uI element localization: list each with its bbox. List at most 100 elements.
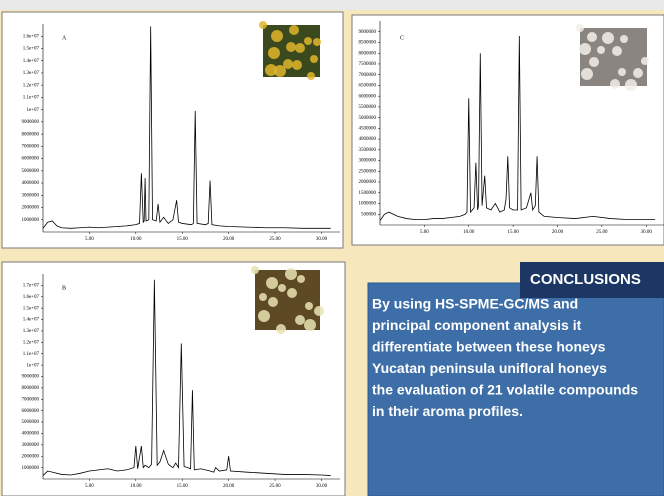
conclusion-line: principal component analysis it xyxy=(372,317,582,333)
y-tick-label: 4500000 xyxy=(359,127,377,132)
y-tick-label: 3000000 xyxy=(22,193,40,198)
y-tick-label: 6500000 xyxy=(359,84,377,89)
photo-flower xyxy=(307,72,315,80)
conclusion-box xyxy=(367,282,664,496)
photo-flower xyxy=(305,302,313,310)
x-tick-label: 25.00 xyxy=(269,484,281,489)
photo-flower xyxy=(287,288,297,298)
y-tick-label: 3000000 xyxy=(359,159,377,164)
photo-flower xyxy=(295,43,305,53)
y-tick-label: 9000000 xyxy=(22,120,40,125)
conclusion-line: By using HS-SPME-GC/MS and xyxy=(372,296,578,312)
y-tick-label: 1.5e+07 xyxy=(23,47,40,52)
y-tick-label: 5500000 xyxy=(359,105,377,110)
x-tick-label: 30.00 xyxy=(641,230,653,235)
top-strip xyxy=(0,0,664,10)
y-tick-label: 2000000 xyxy=(22,206,40,211)
y-tick-label: 5000000 xyxy=(22,169,40,174)
x-tick-label: 10.00 xyxy=(130,484,142,489)
y-tick-label: 7500000 xyxy=(359,62,377,67)
x-tick-label: 20.00 xyxy=(223,484,235,489)
y-tick-label: 7000000 xyxy=(22,397,40,402)
photo-flower xyxy=(265,64,277,76)
y-tick-label: 7000000 xyxy=(359,73,377,78)
chromatogram-line xyxy=(42,26,331,229)
y-tick-label: 9000000 xyxy=(359,30,377,35)
photo-flower xyxy=(304,319,316,331)
y-tick-label: 1.2e+07 xyxy=(23,83,40,88)
photo-flower xyxy=(602,32,614,44)
photo-flower xyxy=(620,35,628,43)
y-tick-label: 1.1e+07 xyxy=(23,96,40,101)
y-tick-label: 500000 xyxy=(361,212,377,217)
y-tick-label: 1500000 xyxy=(359,191,377,196)
chromatogram-line xyxy=(42,279,331,476)
photo-flower xyxy=(597,46,605,54)
chromatogram-line xyxy=(379,36,656,221)
panel-label: A xyxy=(62,35,67,41)
y-tick-label: 1.4e+07 xyxy=(23,318,40,323)
y-tick-label: 1.3e+07 xyxy=(23,71,40,76)
y-tick-label: 2000000 xyxy=(359,180,377,185)
photo-flower xyxy=(283,59,293,69)
conclusion-line: in their aroma profiles. xyxy=(372,403,523,419)
y-tick-label: 2500000 xyxy=(359,169,377,174)
y-tick-label: 6000000 xyxy=(22,409,40,414)
y-tick-label: 1.6e+07 xyxy=(23,34,40,39)
photo-flower xyxy=(268,47,280,59)
photo-flower xyxy=(310,55,318,63)
chart: A 1000000 2000000 3000000 4000000 5000000 6000… xyxy=(22,21,340,242)
photo-flower xyxy=(587,32,597,42)
x-tick-label: 20.00 xyxy=(552,230,564,235)
photo-flower xyxy=(618,68,626,76)
panel-label: C xyxy=(400,35,404,41)
photo-flower xyxy=(589,57,599,67)
y-tick-label: 9000000 xyxy=(22,375,40,380)
y-tick-label: 8000000 xyxy=(22,132,40,137)
photo-flower xyxy=(259,21,267,29)
photo-flower xyxy=(266,277,278,289)
x-tick-label: 20.00 xyxy=(223,237,235,242)
x-tick-label: 30.00 xyxy=(316,237,328,242)
photo-flower xyxy=(641,57,649,65)
conclusion-line: the evaluation of 21 volatile compounds xyxy=(372,382,638,398)
y-tick-label: 1000000 xyxy=(22,218,40,223)
photo-flower xyxy=(285,268,297,280)
y-tick-label: 1.4e+07 xyxy=(23,59,40,64)
conclusion-line: Yucatan peninsula unifloral honeys xyxy=(372,360,607,376)
x-tick-label: 5.00 xyxy=(85,484,94,489)
photo-flower xyxy=(314,306,324,316)
y-tick-label: 1.6e+07 xyxy=(23,295,40,300)
y-tick-label: 2000000 xyxy=(22,454,40,459)
conclusion-line: differentiate between these honeys xyxy=(372,339,606,355)
photo-flower xyxy=(576,24,584,32)
photo-flower xyxy=(612,46,622,56)
y-tick-label: 3500000 xyxy=(359,148,377,153)
y-tick-label: 5000000 xyxy=(22,420,40,425)
y-tick-label: 4000000 xyxy=(22,432,40,437)
photo-flower xyxy=(278,284,286,292)
photo-flower xyxy=(268,297,278,307)
photo-flower xyxy=(292,60,302,70)
x-tick-label: 15.00 xyxy=(177,484,189,489)
chart: B 1000000 2000000 3000000 4000000 5000000 6000… xyxy=(22,266,340,489)
y-tick-label: 7000000 xyxy=(22,144,40,149)
x-tick-label: 10.00 xyxy=(463,230,475,235)
photo-flower xyxy=(286,42,296,52)
y-tick-label: 1.5e+07 xyxy=(23,306,40,311)
x-tick-label: 15.00 xyxy=(508,230,520,235)
y-tick-label: 4000000 xyxy=(359,137,377,142)
photo-flower xyxy=(276,324,286,334)
y-tick-label: 4000000 xyxy=(22,181,40,186)
y-tick-label: 8000000 xyxy=(22,386,40,391)
y-tick-label: 6000000 xyxy=(22,157,40,162)
photo-flower xyxy=(579,43,591,55)
x-tick-label: 15.00 xyxy=(177,237,189,242)
photo-flower xyxy=(610,79,620,89)
photo-flower xyxy=(295,315,305,325)
photo-flower xyxy=(289,25,299,35)
y-tick-label: 1.7e+07 xyxy=(23,284,40,289)
photo-flower xyxy=(581,68,593,80)
photo-flower xyxy=(313,38,321,46)
